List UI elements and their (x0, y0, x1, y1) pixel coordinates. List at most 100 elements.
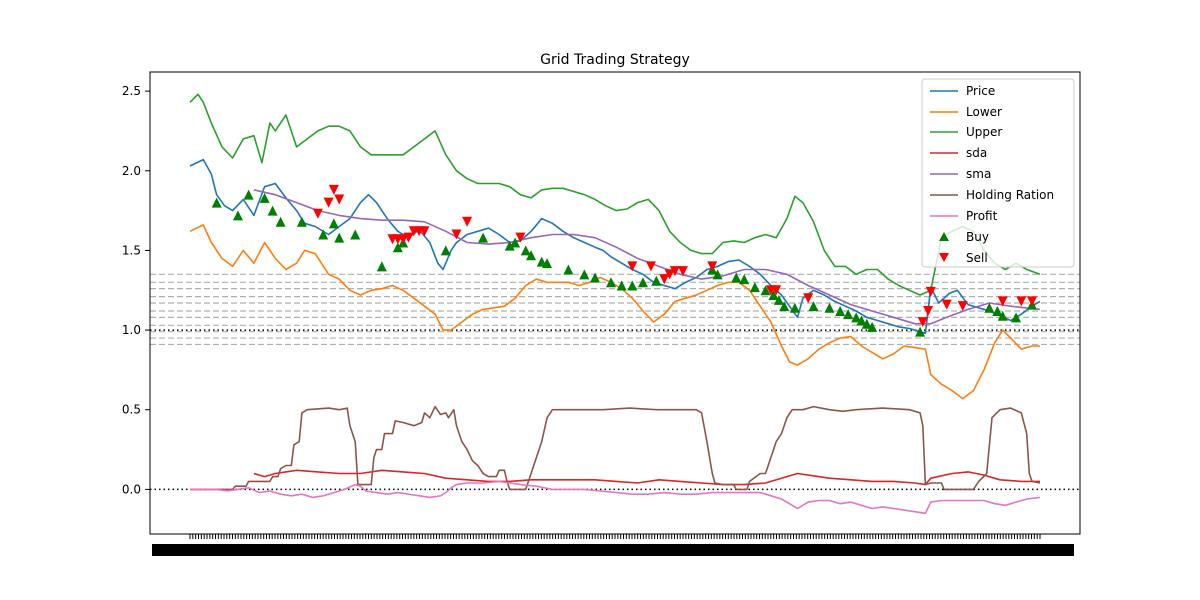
buy-marker (835, 305, 846, 316)
buy-marker (267, 205, 278, 216)
sell-marker (771, 285, 782, 296)
buy-marker (731, 272, 742, 283)
sell-marker (669, 266, 680, 277)
legend-label: Lower (966, 105, 1002, 119)
buy-marker (275, 216, 286, 227)
y-tick-1: 0.5 (122, 403, 150, 417)
legend-label: Sell (966, 251, 988, 265)
sell-marker (923, 305, 934, 316)
buy-marker (328, 218, 339, 229)
buy-marker (749, 282, 760, 293)
buy-marker (843, 309, 854, 320)
legend-item-price: Price (930, 84, 995, 98)
legend-label: sma (966, 167, 991, 181)
sell-marker (645, 261, 656, 272)
buy-marker (856, 315, 867, 326)
buy-marker (992, 305, 1003, 316)
sell-marker (659, 274, 670, 285)
series-line-holding-ration (190, 405, 1041, 491)
x-tick-labels-overlap (152, 544, 1074, 556)
buy-marker (627, 280, 638, 291)
buy-marker (520, 245, 531, 256)
buy-marker (318, 229, 329, 240)
signal-markers (211, 184, 1038, 337)
legend-item-profit: Profit (930, 209, 998, 223)
buy-marker (768, 290, 779, 301)
sell-marker (803, 293, 814, 304)
sell-marker (515, 232, 526, 243)
y-tick-3: 1.5 (122, 243, 150, 257)
sell-marker (677, 266, 688, 277)
buy-marker (637, 277, 648, 288)
y-tick-label: 0.5 (122, 403, 141, 417)
legend-label: Holding Ration (966, 188, 1054, 202)
buy-marker (1011, 312, 1022, 323)
legend-label: sda (966, 146, 987, 160)
buy-triangle-icon (939, 232, 949, 241)
legend-label: Price (966, 84, 995, 98)
y-tick-5: 2.5 (122, 84, 150, 98)
x-axis-ticks (152, 534, 1074, 556)
buy-marker (563, 264, 574, 275)
buy-marker (984, 302, 995, 313)
buy-marker (504, 240, 515, 251)
buy-marker (392, 242, 403, 253)
sell-marker (957, 301, 968, 312)
buy-marker (478, 232, 489, 243)
sell-marker (627, 261, 638, 272)
plot-frame (149, 71, 1081, 535)
buy-marker (861, 318, 872, 329)
legend-label: Upper (966, 125, 1002, 139)
y-tick-0: 0.0 (122, 482, 150, 496)
sell-marker (462, 216, 473, 227)
buy-marker (773, 294, 784, 305)
y-axis: 0.0 0.5 1.0 1.5 2.0 2.5 (122, 84, 150, 496)
sell-marker (419, 226, 430, 237)
buy-marker (997, 310, 1008, 321)
buy-marker (824, 302, 835, 313)
buy-marker (296, 216, 307, 227)
legend-label: Profit (966, 209, 998, 223)
legend-item-lower: Lower (930, 105, 1002, 119)
legend-item-sma: sma (930, 167, 991, 181)
legend-box (921, 78, 1075, 268)
series-layer (189, 93, 1041, 515)
buy-marker (779, 301, 790, 312)
legend-item-holding-ration: Holding Ration (930, 188, 1054, 202)
buy-marker (376, 261, 387, 272)
buy-marker (915, 326, 926, 337)
buy-marker (760, 285, 771, 296)
buy-marker (526, 250, 537, 261)
sell-marker (451, 229, 462, 240)
buy-marker (440, 245, 451, 256)
sell-marker (312, 208, 323, 219)
series-line-upper (189, 93, 1041, 296)
sell-marker (403, 232, 414, 243)
legend-item-sda: sda (930, 146, 987, 160)
buy-marker (867, 321, 878, 332)
buy-marker (243, 189, 254, 200)
buy-marker (579, 269, 590, 280)
legend-item-upper: Upper (930, 125, 1002, 139)
legend-item-buy: Buy (939, 230, 989, 244)
buy-marker (590, 272, 601, 283)
sell-marker (1027, 296, 1038, 307)
buy-marker (606, 277, 617, 288)
sell-marker (707, 261, 718, 272)
y-tick-label: 2.0 (122, 164, 141, 178)
sell-marker (334, 194, 345, 205)
sell-triangle-icon (939, 253, 949, 262)
legend: Price Lower Upper sda sma Holding Ration… (921, 78, 1075, 268)
series-line-profit (190, 480, 1041, 515)
sell-marker (941, 299, 952, 310)
buy-marker (651, 275, 662, 286)
buy-marker (616, 280, 627, 291)
buy-marker (334, 232, 345, 243)
legend-item-sell: Sell (939, 251, 988, 265)
y-tick-label: 1.5 (122, 243, 141, 257)
grid-level-lines (150, 273, 1080, 346)
sell-marker (664, 269, 675, 280)
buy-marker (712, 269, 723, 280)
buy-marker (259, 192, 270, 203)
